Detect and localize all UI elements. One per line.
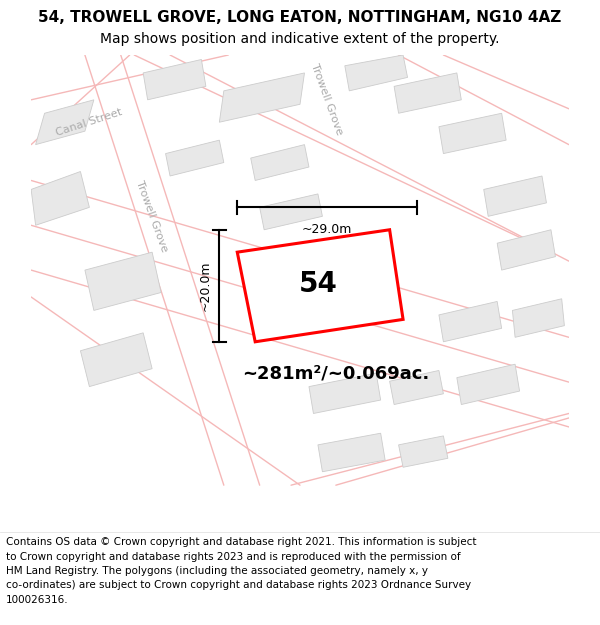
Polygon shape: [251, 144, 309, 181]
Polygon shape: [439, 301, 502, 342]
Polygon shape: [35, 100, 94, 144]
Polygon shape: [31, 171, 89, 225]
Text: HM Land Registry. The polygons (including the associated geometry, namely x, y: HM Land Registry. The polygons (includin…: [6, 566, 428, 576]
Text: Trowell Grove: Trowell Grove: [134, 179, 170, 253]
Text: Canal Street: Canal Street: [55, 107, 124, 138]
Text: to Crown copyright and database rights 2023 and is reproduced with the permissio: to Crown copyright and database rights 2…: [6, 551, 461, 561]
Text: co-ordinates) are subject to Crown copyright and database rights 2023 Ordnance S: co-ordinates) are subject to Crown copyr…: [6, 581, 471, 591]
Polygon shape: [389, 371, 443, 404]
Polygon shape: [166, 140, 224, 176]
Polygon shape: [85, 252, 161, 311]
Polygon shape: [237, 230, 403, 342]
Text: Map shows position and indicative extent of the property.: Map shows position and indicative extent…: [100, 32, 500, 46]
Polygon shape: [457, 364, 520, 404]
Text: Trowell Grove: Trowell Grove: [310, 62, 344, 137]
Polygon shape: [260, 194, 322, 230]
Text: ~20.0m: ~20.0m: [199, 261, 212, 311]
Polygon shape: [394, 73, 461, 113]
Polygon shape: [345, 55, 407, 91]
Text: ~29.0m: ~29.0m: [302, 224, 352, 236]
Polygon shape: [143, 59, 206, 100]
Text: ~281m²/~0.069ac.: ~281m²/~0.069ac.: [242, 364, 430, 382]
Polygon shape: [439, 113, 506, 154]
Polygon shape: [497, 230, 556, 270]
Polygon shape: [80, 333, 152, 387]
Polygon shape: [398, 436, 448, 468]
Text: 100026316.: 100026316.: [6, 595, 68, 605]
Text: 54, TROWELL GROVE, LONG EATON, NOTTINGHAM, NG10 4AZ: 54, TROWELL GROVE, LONG EATON, NOTTINGHA…: [38, 9, 562, 24]
Polygon shape: [512, 299, 565, 338]
Polygon shape: [309, 373, 380, 414]
Polygon shape: [318, 433, 385, 472]
Polygon shape: [484, 176, 547, 216]
Polygon shape: [220, 73, 304, 122]
Text: 54: 54: [298, 269, 337, 298]
Text: Contains OS data © Crown copyright and database right 2021. This information is : Contains OS data © Crown copyright and d…: [6, 537, 476, 547]
